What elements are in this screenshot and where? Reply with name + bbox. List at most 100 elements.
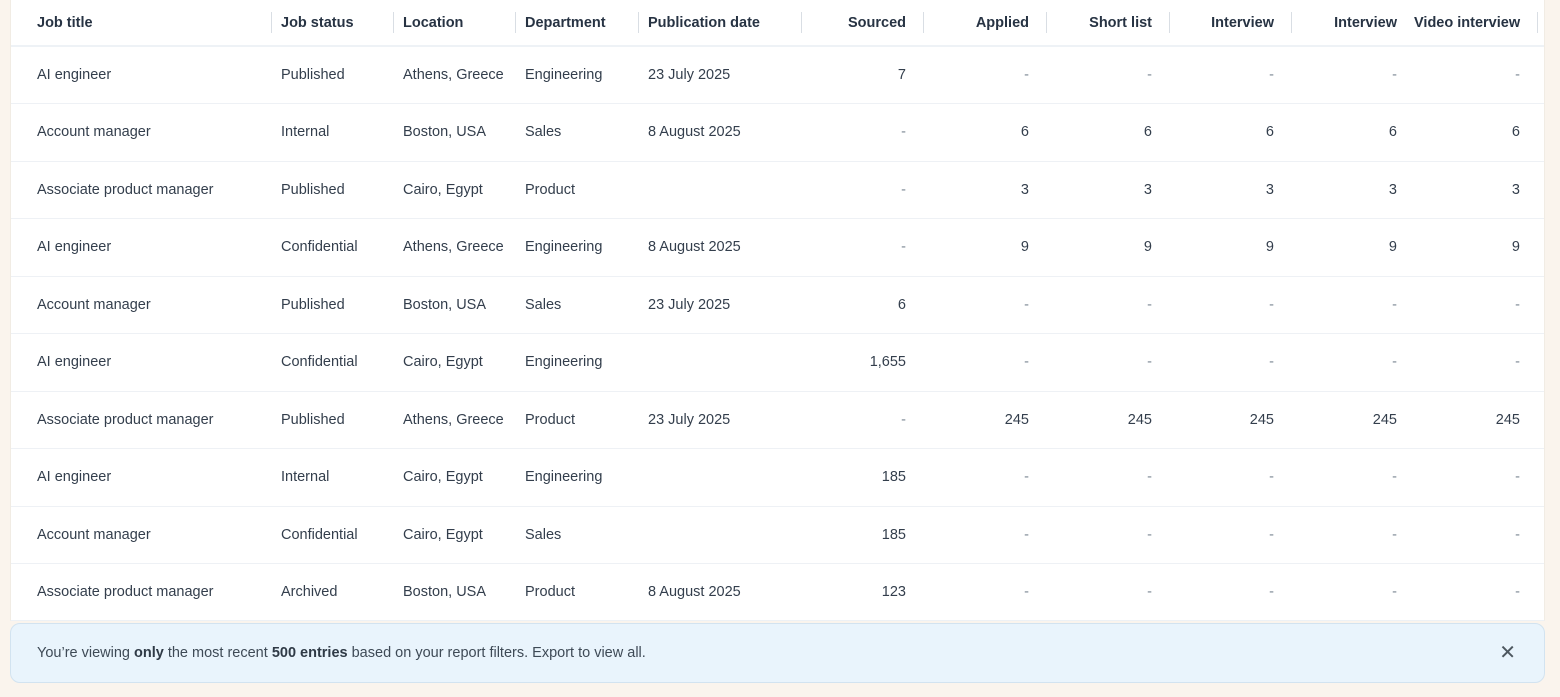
cell-sourced: - — [801, 218, 923, 277]
table-header: Job title Job status Location Department Pub… — [11, 0, 1544, 47]
cell-applied: 3 — [923, 161, 1046, 219]
cell-job_status: Published — [271, 391, 393, 449]
cell-interview_2: - — [1291, 333, 1414, 392]
column-header-short_list[interactable]: Short list — [1046, 0, 1169, 47]
cell-video_interview: 9 — [1414, 218, 1544, 277]
cell-short_list: 3 — [1046, 161, 1169, 219]
table-header-row: Job title Job status Location Department Pub… — [11, 0, 1544, 47]
cell-applied: - — [923, 46, 1046, 104]
table-row: Associate product manager Published Cairo,… — [11, 161, 1544, 219]
cell-department: Product — [515, 161, 638, 219]
column-header-location[interactable]: Location — [393, 0, 515, 47]
banner-text-part: the most recent — [163, 645, 272, 661]
cell-sourced: 1,655 — [801, 333, 923, 392]
cell-publication_date — [638, 448, 801, 507]
cell-job_status: Published — [271, 161, 393, 219]
table-row: Account manager Internal Boston, USA Sales 8… — [11, 103, 1544, 162]
table-row: Account manager Confidential Cairo, Egypt S… — [11, 506, 1544, 564]
cell-location: Boston, USA — [393, 103, 515, 162]
cell-location: Boston, USA — [393, 276, 515, 334]
cell-interview: 9 — [1169, 218, 1291, 277]
cell-job_status: Published — [271, 276, 393, 334]
table-row: AI engineer Confidential Athens, Greece Eng… — [11, 218, 1544, 277]
table-row: AI engineer Published Athens, Greece Engine… — [11, 46, 1544, 104]
column-header-interview[interactable]: Interview — [1169, 0, 1291, 47]
cell-sourced: 6 — [801, 276, 923, 334]
cell-location: Boston, USA — [393, 563, 515, 620]
cell-publication_date — [638, 506, 801, 564]
cell-department: Engineering — [515, 333, 638, 392]
cell-interview_2: 9 — [1291, 218, 1414, 277]
cell-interview_2: - — [1291, 563, 1414, 620]
cell-short_list: - — [1046, 276, 1169, 334]
cell-job_title: Account manager — [11, 103, 271, 162]
cell-location: Athens, Greece — [393, 46, 515, 104]
banner-bold-only: only — [134, 645, 164, 661]
cell-applied: 6 — [923, 103, 1046, 162]
banner-text-part: based on your report filters. Export to … — [347, 645, 646, 661]
cell-job_title: Account manager — [11, 506, 271, 564]
cell-department: Sales — [515, 103, 638, 162]
cell-department: Engineering — [515, 46, 638, 104]
cell-location: Cairo, Egypt — [393, 161, 515, 219]
table-row: AI engineer Internal Cairo, Egypt Engineeri… — [11, 448, 1544, 507]
cell-applied: - — [923, 563, 1046, 620]
table-row: Associate product manager Archived Boston,… — [11, 563, 1544, 620]
cell-job_status: Published — [271, 46, 393, 104]
cell-job_status: Internal — [271, 103, 393, 162]
cell-location: Athens, Greece — [393, 218, 515, 277]
cell-video_interview: - — [1414, 563, 1544, 620]
table-row: Account manager Published Boston, USA Sales… — [11, 276, 1544, 334]
cell-short_list: - — [1046, 46, 1169, 104]
cell-department: Product — [515, 391, 638, 449]
report-table-card: Job title Job status Location Department Pub… — [10, 0, 1545, 621]
cell-publication_date: 8 August 2025 — [638, 563, 801, 620]
table-row: AI engineer Confidential Cairo, Egypt Engin… — [11, 333, 1544, 392]
cell-interview: - — [1169, 506, 1291, 564]
cell-job_title: Associate product manager — [11, 563, 271, 620]
close-icon: ✕ — [1499, 642, 1516, 664]
cell-video_interview: 3 — [1414, 161, 1544, 219]
column-header-interview_2[interactable]: Interview — [1291, 0, 1414, 47]
entries-limit-message: You’re viewing only the most recent 500 … — [37, 645, 646, 661]
cell-job_title: Account manager — [11, 276, 271, 334]
cell-interview_2: 3 — [1291, 161, 1414, 219]
cell-department: Sales — [515, 276, 638, 334]
column-header-sourced[interactable]: Sourced — [801, 0, 923, 47]
column-header-publication_date[interactable]: Publication date — [638, 0, 801, 47]
cell-department: Product — [515, 563, 638, 620]
cell-short_list: 245 — [1046, 391, 1169, 449]
cell-short_list: 6 — [1046, 103, 1169, 162]
column-header-applied[interactable]: Applied — [923, 0, 1046, 47]
cell-department: Sales — [515, 506, 638, 564]
cell-publication_date: 8 August 2025 — [638, 218, 801, 277]
cell-publication_date: 23 July 2025 — [638, 391, 801, 449]
cell-job_status: Confidential — [271, 333, 393, 392]
cell-interview_2: - — [1291, 46, 1414, 104]
cell-publication_date: 23 July 2025 — [638, 276, 801, 334]
cell-video_interview: 245 — [1414, 391, 1544, 449]
column-header-job_status[interactable]: Job status — [271, 0, 393, 47]
cell-sourced: 185 — [801, 448, 923, 507]
column-header-job_title[interactable]: Job title — [11, 0, 271, 47]
cell-sourced: - — [801, 391, 923, 449]
cell-interview: - — [1169, 46, 1291, 104]
cell-sourced: - — [801, 161, 923, 219]
banner-bold-entries: 500 entries — [271, 645, 348, 661]
cell-job_status: Confidential — [271, 506, 393, 564]
jobs-report-table: Job title Job status Location Department Pub… — [11, 0, 1544, 620]
cell-interview: 3 — [1169, 161, 1291, 219]
cell-video_interview: 6 — [1414, 103, 1544, 162]
column-header-video_interview[interactable]: Video interview — [1414, 0, 1544, 47]
cell-video_interview: - — [1414, 46, 1544, 104]
banner-text-part: You’re viewing — [37, 645, 134, 661]
cell-location: Athens, Greece — [393, 391, 515, 449]
cell-location: Cairo, Egypt — [393, 448, 515, 507]
cell-applied: 9 — [923, 218, 1046, 277]
cell-location: Cairo, Egypt — [393, 333, 515, 392]
column-header-department[interactable]: Department — [515, 0, 638, 47]
cell-publication_date: 23 July 2025 — [638, 46, 801, 104]
cell-interview: 245 — [1169, 391, 1291, 449]
close-banner-button[interactable]: ✕ — [1493, 637, 1522, 669]
cell-publication_date — [638, 333, 801, 392]
